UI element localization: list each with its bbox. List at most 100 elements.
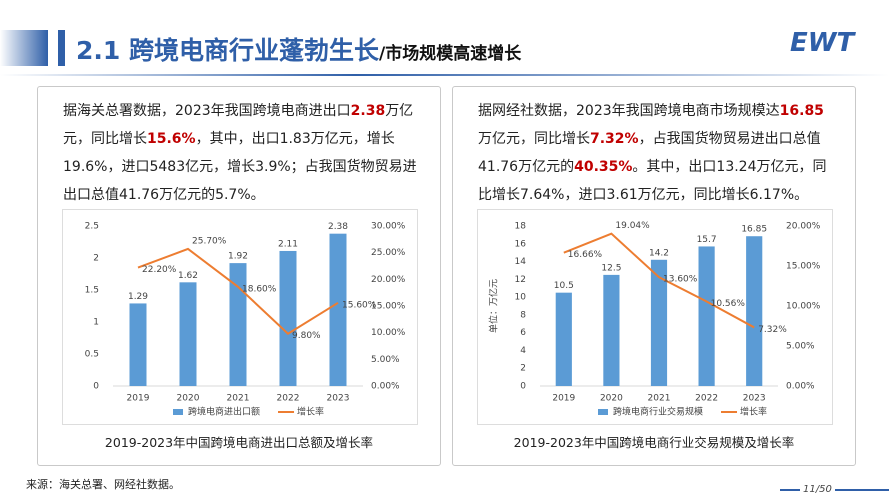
y2-tick-label: 10.00%: [786, 302, 821, 312]
y-tick-label: 0: [93, 382, 99, 392]
bar-label: 1.62: [178, 271, 198, 281]
logo: EWT: [790, 28, 855, 58]
line-label: 19.04%: [615, 221, 650, 231]
highlight-text: 15.6%: [147, 131, 196, 147]
y2-tick-label: 15.00%: [371, 302, 406, 312]
x-tick-label: 2019: [127, 394, 150, 404]
x-tick-label: 2022: [277, 394, 300, 404]
header-title: 2.1 跨境电商行业蓬勃生长: [76, 36, 379, 65]
header-rule: [0, 74, 889, 76]
line-label: 22.20%: [142, 265, 177, 275]
y-tick-label: 2: [93, 254, 99, 264]
header: 2.1 跨境电商行业蓬勃生长/市场规模高速增长: [76, 31, 521, 67]
bar: [129, 303, 147, 386]
y-tick-label: 18: [515, 222, 527, 232]
x-tick-label: 2021: [648, 394, 671, 404]
y2-tick-label: 15.00%: [786, 262, 821, 272]
bar: [746, 236, 763, 386]
y-tick-label: 16: [515, 239, 527, 249]
line-label: 13.60%: [663, 275, 698, 285]
highlight-text: 2.38: [350, 103, 386, 119]
bar: [179, 282, 197, 386]
bar-label: 12.5: [601, 263, 621, 273]
bar: [555, 292, 572, 386]
header-accent: [0, 30, 48, 66]
y2-tick-label: 5.00%: [786, 342, 815, 352]
text: ，其中，出口1.83万亿元，增长19.6%，进口5483亿元，增长3.9%；占我…: [63, 131, 417, 203]
y-tick-label: 1: [93, 318, 99, 328]
bar: [279, 250, 297, 386]
panel: 据海关总署数据，2023年我国跨境电商进出口2.38万亿元，同比增长15.6%，…: [37, 86, 441, 466]
legend-label: 增长率: [740, 406, 767, 418]
y2-tick-label: 5.00%: [371, 355, 400, 365]
text: 万亿元，同比增长: [478, 131, 590, 147]
bar-label: 1.29: [128, 292, 148, 302]
chart-title: 2019-2023年中国跨境电商行业交易规模及增长率: [513, 435, 795, 450]
bar-label: 16.85: [741, 225, 767, 235]
y-tick-label: 12: [515, 275, 526, 285]
bar: [603, 274, 620, 386]
line-label: 7.32%: [758, 325, 787, 335]
y-axis-label: 单位：万亿元: [488, 279, 500, 333]
text: 据海关总署数据，2023年我国跨境电商进出口: [63, 103, 351, 119]
highlight-text: 40.35%: [574, 159, 633, 175]
bar: [650, 259, 668, 386]
y2-tick-label: 20.00%: [371, 275, 406, 285]
x-tick-label: 2021: [227, 394, 250, 404]
text: ，占我国货物贸易进出口总值41.76万亿元的: [478, 131, 821, 175]
legend-swatch: [598, 409, 608, 415]
x-tick-label: 2023: [743, 394, 766, 404]
text: 据网经社数据，2023年我国跨境电商市场规模达: [478, 103, 780, 119]
y2-tick-label: 30.00%: [371, 222, 406, 232]
chart-title: 2019-2023年中国跨境电商进出口总额及增长率: [104, 435, 374, 450]
y-tick-label: 1.5: [85, 286, 99, 296]
highlight-text: 7.32%: [590, 131, 639, 147]
bar: [229, 263, 247, 386]
y-tick-label: 8: [520, 310, 526, 320]
legend-label: 增长率: [297, 406, 324, 418]
text: 。其中，出口13.24万亿元，同比增长7.64%，进口3.61万亿元，同比增长6…: [478, 159, 827, 203]
line-label: 18.60%: [242, 284, 277, 294]
y-tick-label: 2: [520, 364, 526, 374]
legend-label: 跨境电商进出口额: [188, 406, 260, 418]
x-tick-label: 2020: [177, 394, 200, 404]
text: 万亿元，同比增长: [63, 103, 414, 147]
legend-label: 跨境电商行业交易规模: [613, 406, 703, 418]
header-accent: [58, 30, 65, 66]
chart: 0 0.5 1 1.5 2 2.5 0.00% 5.00% 10.00% 15.00% 20.00%…: [62, 209, 418, 425]
y-tick-label: 0: [520, 382, 526, 392]
bar-label: 15.7: [697, 235, 717, 245]
line-label: 9.80%: [292, 331, 321, 341]
line-label: 15.60%: [342, 300, 377, 310]
bar-label: 14.2: [649, 248, 669, 258]
x-tick-label: 2020: [600, 394, 623, 404]
panel: 据网经社数据，2023年我国跨境电商市场规模达16.85万亿元，同比增长7.32…: [452, 86, 856, 466]
y-tick-label: 0.5: [85, 350, 99, 360]
y-tick-label: 2.5: [85, 222, 99, 232]
line: [137, 247, 339, 335]
y-tick-label: 6: [520, 328, 526, 338]
source: 来源：海关总署、网经社数据。: [26, 478, 180, 491]
y-tick-label: 4: [520, 346, 526, 356]
bar: [698, 246, 715, 386]
line-label: 25.70%: [192, 236, 227, 246]
bar: [329, 233, 347, 386]
line-label: 16.66%: [568, 250, 603, 260]
paragraph: 据海关总署数据，2023年我国跨境电商进出口2.38万亿元，同比增长15.6%，…: [63, 97, 418, 209]
highlight-text: 16.85: [779, 103, 824, 119]
y-tick-label: 14: [515, 257, 527, 267]
bar-label: 2.38: [328, 222, 348, 232]
paragraph: 据网经社数据，2023年我国跨境电商市场规模达16.85 万亿元，同比增长7.32…: [478, 97, 833, 209]
bar-label: 2.11: [278, 239, 298, 249]
y2-tick-label: 20.00%: [786, 222, 821, 232]
line-label: 10.56%: [711, 299, 746, 309]
page-number: 11/50: [800, 484, 835, 495]
x-tick-label: 2019: [552, 394, 575, 404]
legend-swatch: [173, 409, 183, 415]
line: [563, 232, 755, 329]
y-tick-label: 10: [515, 293, 527, 303]
bar-label: 1.92: [228, 252, 248, 262]
y2-tick-label: 0.00%: [786, 382, 815, 392]
chart: 0 2 4 6 8 10 12 14 16 18 0.00% 5.00% 10.00% 15.00% 20.…: [477, 209, 833, 425]
